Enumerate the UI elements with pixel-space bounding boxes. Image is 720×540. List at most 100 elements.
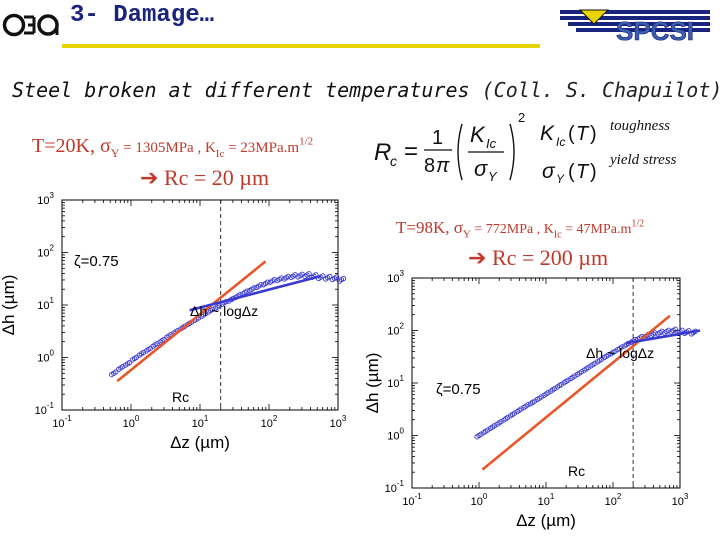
data-point: [585, 364, 591, 371]
plot-frame: [61, 199, 339, 411]
data-point: [327, 273, 333, 280]
svg-text:Ic: Ic: [556, 135, 565, 149]
x-tick-label: 102: [261, 414, 278, 430]
x-tick-label: 10-1: [402, 492, 422, 508]
data-point: [572, 373, 578, 379]
data-point: [154, 340, 160, 347]
spcsi-logo: SPCSI: [560, 9, 710, 46]
data-point: [478, 431, 484, 437]
svg-text:(: (: [568, 123, 575, 145]
subtitle-text: Steel broken at different temperatures: [12, 78, 482, 102]
y-tick-label: 103: [387, 269, 404, 285]
data-point: [120, 364, 126, 370]
chart-98k: 10-1 100 101 102 103 10-1 100 101 102 103 Δz (µm) Δ…: [363, 269, 701, 530]
data-point: [612, 348, 618, 354]
svg-text:8: 8: [424, 155, 435, 177]
svg-text:R: R: [374, 139, 391, 166]
svg-text:Ic: Ic: [486, 136, 497, 151]
toughness-label: toughness: [610, 118, 670, 134]
svg-text:cea: cea: [31, 40, 33, 42]
y-tick-label: 102: [387, 322, 404, 338]
y-tick-label: 103: [37, 191, 54, 207]
rc-annotation: Rc: [172, 389, 189, 405]
log-law-annotation: Δh ~ logΔz: [190, 303, 258, 319]
zeta-annotation: ζ=0.75: [74, 253, 119, 270]
data-point: [672, 326, 678, 332]
y-tick-label: 101: [37, 296, 54, 312]
data-point: [619, 344, 625, 350]
svg-text:σ: σ: [474, 156, 488, 181]
subtitle-credit: (Coll. S. Chapuilot): [481, 78, 720, 102]
x-tick-label: 10-1: [52, 414, 72, 430]
rc-formula: R c = 1 8 π K Ic σ Y 2 K Ic ( T ) σ Y ( …: [374, 110, 597, 186]
x-axis-label: Δz (µm): [516, 511, 576, 530]
data-point: [605, 352, 611, 358]
data-point: [518, 406, 524, 412]
data-point: [525, 402, 531, 408]
x-tick-label: 103: [330, 414, 347, 430]
svg-text:T: T: [576, 123, 590, 145]
plot-frame: [411, 277, 681, 489]
x-tick-label: 100: [123, 414, 140, 430]
svg-text:SPCSI: SPCSI: [616, 16, 694, 46]
data-point: [244, 288, 250, 294]
data-point: [340, 275, 347, 282]
cea-logo: cea: [2, 13, 59, 42]
data-point: [531, 398, 538, 404]
svg-text:K: K: [540, 122, 555, 145]
data-point: [578, 369, 585, 375]
svg-text:): ): [590, 161, 597, 183]
rc-result-20k: ➔ Rc = 20 µm: [140, 165, 270, 190]
x-tick-label: 102: [605, 492, 622, 508]
y-tick-label: 101: [387, 374, 404, 390]
svg-text:(: (: [568, 161, 575, 183]
data-point: [209, 306, 216, 313]
data-point: [592, 360, 598, 366]
condition-20k: T=20K, σY = 1305MPa , KIc = 23MPa.m1/2: [32, 135, 314, 160]
svg-text:=: =: [404, 138, 418, 165]
data-point: [538, 394, 544, 400]
data-point: [251, 285, 257, 291]
x-axis-label: Δz (µm): [170, 433, 230, 452]
data-point: [545, 390, 551, 396]
rc-result-98k: ➔ Rc = 200 µm: [468, 245, 609, 270]
y-tick-label: 100: [387, 427, 404, 443]
data-point: [491, 423, 498, 429]
data-point: [598, 356, 605, 362]
log-law-fit-line: [626, 329, 701, 345]
svg-text:π: π: [436, 155, 450, 177]
arrow-icon: ➔: [468, 245, 487, 270]
svg-text:K: K: [470, 122, 486, 147]
condition-98k: T=98K, σY = 772MPa , KIc = 47MPa.m1/2: [396, 218, 645, 241]
x-tick-label: 100: [471, 492, 488, 508]
power-law-fit-line: [116, 260, 267, 383]
data-point: [258, 282, 264, 288]
svg-text:c: c: [390, 153, 397, 169]
y-tick-label: 10-1: [35, 401, 55, 417]
log-law-annotation: Δh ~ logΔz: [586, 345, 654, 361]
svg-text:2: 2: [518, 110, 525, 125]
x-tick-label: 101: [538, 492, 555, 508]
x-tick-label: 103: [672, 492, 689, 508]
svg-text:T: T: [576, 161, 590, 183]
data-point: [498, 418, 504, 425]
y-axis-label: Δh (µm): [363, 353, 382, 414]
svg-text:): ): [590, 123, 597, 145]
y-axis-label: Δh (µm): [0, 275, 18, 336]
data-point: [565, 377, 571, 383]
zeta-annotation: ζ=0.75: [436, 381, 481, 398]
rc-annotation: Rc: [568, 463, 585, 479]
chart-20k: 10-1 100 101 102 103 10-1 100 101 102 103 Δz (µm) Δ…: [0, 191, 347, 452]
y-tick-label: 102: [37, 244, 54, 260]
yield-stress-label: yield stress: [610, 152, 677, 168]
data-point: [485, 427, 491, 433]
subtitle: Steel broken at different temperatures (…: [12, 78, 720, 102]
data-point: [126, 359, 133, 366]
svg-text:σ: σ: [542, 160, 556, 183]
y-tick-label: 100: [37, 349, 54, 365]
log-law-fit-line: [189, 274, 322, 312]
data-point: [264, 279, 271, 285]
svg-text:Y: Y: [556, 172, 565, 186]
data-point: [558, 381, 565, 387]
data-point: [333, 274, 340, 280]
